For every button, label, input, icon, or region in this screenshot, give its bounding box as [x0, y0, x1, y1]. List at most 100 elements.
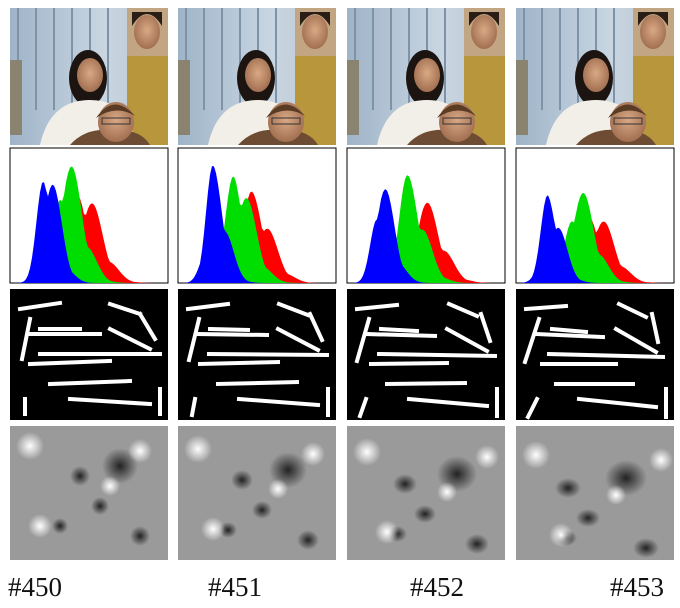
dark-blob — [297, 530, 319, 550]
light-blob — [522, 441, 550, 469]
histogram-blue — [178, 165, 336, 283]
woman-face — [245, 58, 271, 92]
histogram-blue — [10, 182, 168, 283]
histogram-green — [178, 176, 336, 283]
histogram-green — [516, 192, 674, 283]
edge — [197, 359, 281, 367]
inset-hair — [638, 12, 668, 26]
inset-face — [302, 15, 328, 49]
wall — [347, 60, 359, 135]
edge — [276, 301, 311, 318]
light-blob — [100, 476, 120, 496]
edge — [354, 316, 372, 364]
light-blob — [375, 520, 399, 544]
light-blob — [606, 485, 626, 505]
edge — [19, 316, 33, 362]
glasses — [101, 117, 131, 125]
dark-blob — [102, 448, 138, 484]
inset-hair — [469, 12, 499, 26]
inset-face — [640, 15, 666, 49]
edge — [576, 396, 659, 410]
panel-label: #451 — [208, 572, 262, 602]
edge — [307, 311, 325, 343]
panel-label: #450 — [8, 572, 62, 602]
woman-face — [583, 58, 609, 92]
edge — [195, 331, 270, 338]
light-blob — [549, 523, 573, 547]
edge — [378, 326, 420, 334]
edge — [522, 316, 542, 365]
dark-blob — [633, 538, 659, 558]
light-blob — [28, 514, 52, 538]
dark-blob — [576, 509, 600, 527]
woman-face — [414, 58, 440, 92]
dark-blob — [555, 478, 581, 498]
edge — [364, 331, 438, 339]
edge — [185, 301, 231, 312]
man-hair — [96, 104, 135, 118]
dark-blob — [269, 452, 307, 488]
light-blob — [353, 438, 381, 466]
inset-hair — [300, 12, 330, 26]
edge — [206, 351, 330, 358]
edge — [67, 396, 153, 407]
dark-blob — [130, 526, 150, 546]
cabinet — [127, 52, 168, 145]
inset-hair — [132, 12, 162, 26]
edge — [368, 360, 450, 367]
edge — [186, 316, 202, 363]
dark-blob — [91, 497, 109, 515]
edge — [478, 311, 493, 344]
edge — [376, 351, 498, 359]
dark-blob — [465, 534, 489, 554]
edge — [107, 326, 153, 352]
edge — [137, 311, 158, 342]
dark-blob — [414, 505, 436, 523]
panel-label: #452 — [410, 572, 464, 602]
edge — [533, 331, 606, 340]
glasses — [271, 117, 301, 125]
glasses — [613, 117, 643, 125]
edge — [523, 303, 569, 312]
edge — [207, 326, 251, 333]
edge — [649, 311, 661, 345]
dark-blob — [231, 470, 253, 490]
edge — [546, 351, 666, 360]
histogram-green — [347, 175, 505, 283]
edge — [613, 326, 659, 355]
dark-blob — [252, 501, 272, 519]
inset-face — [134, 15, 160, 49]
edge — [357, 396, 369, 419]
wall — [178, 60, 190, 135]
woman-face — [77, 58, 103, 92]
dark-blob — [393, 474, 417, 494]
edge — [17, 300, 63, 312]
inset-face — [471, 15, 497, 49]
edge — [525, 396, 540, 420]
panel-label: #453 — [610, 572, 664, 602]
light-blob — [184, 435, 212, 463]
light-blob — [475, 445, 499, 469]
man-hair — [266, 104, 305, 118]
histogram-red — [10, 196, 168, 283]
histogram-blue — [347, 189, 505, 283]
histogram-blue — [516, 195, 674, 283]
glasses — [442, 117, 472, 125]
edge — [275, 326, 321, 353]
edge — [236, 396, 321, 408]
light-blob — [16, 432, 44, 460]
light-blob — [201, 517, 225, 541]
light-blob — [649, 448, 673, 472]
dark-blob — [52, 518, 68, 534]
edge — [406, 396, 490, 409]
edge — [189, 396, 198, 418]
light-blob — [268, 479, 288, 499]
edge — [549, 326, 589, 335]
wall — [10, 60, 22, 135]
light-blob — [128, 439, 152, 463]
edge — [384, 380, 468, 387]
light-blob — [437, 482, 457, 502]
edge — [444, 326, 490, 354]
man-hair — [608, 104, 647, 118]
